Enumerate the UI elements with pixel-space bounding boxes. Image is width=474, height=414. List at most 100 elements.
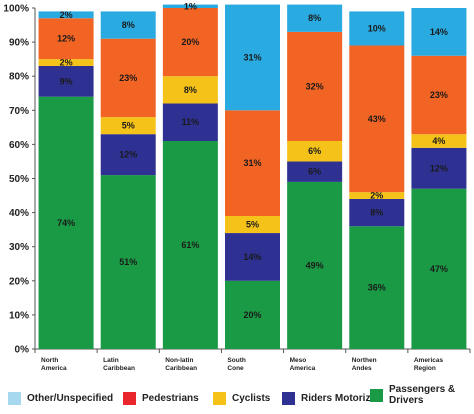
bar-segment	[100, 117, 156, 135]
data-label: 6%	[308, 167, 321, 177]
legend-swatch-passengers	[370, 388, 383, 402]
y-tick-label: 10%	[9, 310, 29, 321]
bar-segment	[287, 140, 343, 162]
legend-label-riders: Riders Motorized	[301, 393, 383, 404]
data-label: 4%	[432, 136, 445, 146]
x-axis: North America Latin Caribbean Non-latin Carib…	[34, 348, 471, 372]
bar-segment	[225, 280, 280, 349]
x-tick-label: Meso America	[290, 357, 316, 372]
data-label: 14%	[430, 27, 448, 37]
bar-segment	[100, 38, 156, 118]
bar-segment	[349, 226, 405, 349]
data-label: 2%	[60, 58, 73, 68]
data-label: 47%	[430, 264, 448, 274]
data-label: 20%	[181, 37, 199, 47]
data-label: 14%	[243, 252, 261, 262]
data-label: 8%	[308, 13, 321, 23]
y-tick-label: 30%	[9, 242, 29, 253]
x-tick-label: Non-latin Caribbean	[165, 357, 197, 372]
bar-segment	[38, 11, 94, 19]
data-label: 2%	[60, 10, 73, 20]
legend-label-cyclists: Cyclists	[232, 393, 271, 404]
bar-segment	[349, 198, 405, 227]
bar-segment	[225, 110, 280, 217]
bar-segment	[162, 76, 218, 104]
bar-segment	[411, 134, 467, 148]
data-label: 8%	[122, 20, 135, 30]
y-tick-label: 20%	[9, 276, 29, 287]
bar-segment	[162, 8, 218, 77]
bar-segment	[100, 134, 156, 176]
data-label: 12%	[119, 150, 137, 160]
bar-segment	[38, 59, 94, 66]
data-label: 31%	[243, 158, 261, 168]
bar-segment	[225, 4, 280, 111]
data-label: 31%	[243, 52, 261, 62]
data-label: 43%	[368, 114, 386, 124]
bar-stack: 74% 9% 2% 12% 2%	[38, 10, 94, 349]
bar-segment	[38, 96, 94, 349]
bar-segment	[349, 11, 405, 46]
legend-item-passengers: Passengers & Drivers	[370, 384, 469, 406]
legend-swatch-riders	[282, 392, 295, 405]
bar-stack: 36% 8% 2% 43% 10%	[349, 11, 405, 349]
data-label: 20%	[243, 310, 261, 320]
legend-item-cyclists: Cyclists	[213, 392, 270, 405]
bar-segment	[287, 161, 343, 182]
bar-segment	[38, 18, 94, 60]
y-tick-label: 50%	[9, 174, 29, 185]
data-label: 11%	[182, 117, 200, 127]
data-label: 61%	[181, 240, 199, 250]
data-label: 12%	[57, 34, 75, 44]
legend-item-pedestrians: Pedestrians	[123, 392, 199, 405]
x-tick-label: North America	[41, 357, 67, 372]
bar-segment	[411, 147, 467, 189]
data-label: 8%	[184, 85, 197, 95]
y-tick-label: 90%	[9, 38, 29, 49]
legend-swatch-pedestrians	[123, 392, 136, 405]
data-label: 51%	[119, 257, 137, 267]
bar-stack: 51% 12% 5% 23% 8%	[100, 11, 156, 349]
y-tick-label: 0%	[15, 345, 30, 356]
bar-segment	[162, 140, 218, 349]
data-label: 8%	[370, 208, 383, 218]
data-label: 6%	[308, 146, 321, 156]
legend-label-other: Other/Unspecified	[27, 393, 114, 404]
data-label: 5%	[246, 220, 259, 230]
legend-label-passengers: Passengers & Drivers	[389, 384, 456, 406]
bar-segment	[162, 103, 218, 141]
data-label: 1%	[184, 1, 197, 11]
data-label: 23%	[119, 73, 137, 83]
data-label: 12%	[430, 163, 448, 173]
bar-segment	[287, 4, 343, 32]
y-axis: 0% 10% 20% 30% 40% 50% 60% 70% 80% 90% 100%	[3, 4, 36, 356]
legend-swatch-other	[8, 392, 21, 405]
legend-label-pedestrians: Pedestrians	[142, 393, 199, 404]
bar-segment	[287, 181, 343, 349]
x-tick-label: Americas Region	[414, 357, 444, 372]
x-tick-label: Latin Caribbean	[103, 357, 135, 372]
bar-segment	[411, 55, 467, 135]
legend-swatch-cyclists	[213, 392, 226, 405]
bar-segment	[225, 216, 280, 234]
bar-stack: 61% 11% 8% 20% 1%	[162, 1, 218, 349]
data-label: 2%	[370, 191, 383, 201]
y-tick-label: 70%	[9, 106, 29, 117]
bar-segment	[411, 8, 467, 56]
bar-stack: 49% 6% 6% 32% 8%	[287, 4, 343, 349]
data-label: 36%	[368, 283, 386, 293]
data-label: 23%	[430, 90, 448, 100]
bar-segment	[349, 192, 405, 199]
bar-stack: 47% 12% 4% 23% 14%	[411, 8, 467, 349]
x-tick-label: Northen Andes	[352, 357, 377, 372]
data-label: 9%	[60, 76, 73, 86]
data-label: 32%	[306, 81, 324, 91]
legend-item-other: Other/Unspecified	[8, 392, 113, 405]
bar-segment	[162, 4, 218, 8]
y-tick-label: 60%	[9, 140, 29, 151]
y-tick-label: 40%	[9, 208, 29, 219]
data-label: 74%	[57, 218, 75, 228]
x-tick-label: South Cone	[227, 357, 245, 372]
bar-segment	[100, 175, 156, 349]
bar-segment	[349, 45, 405, 193]
